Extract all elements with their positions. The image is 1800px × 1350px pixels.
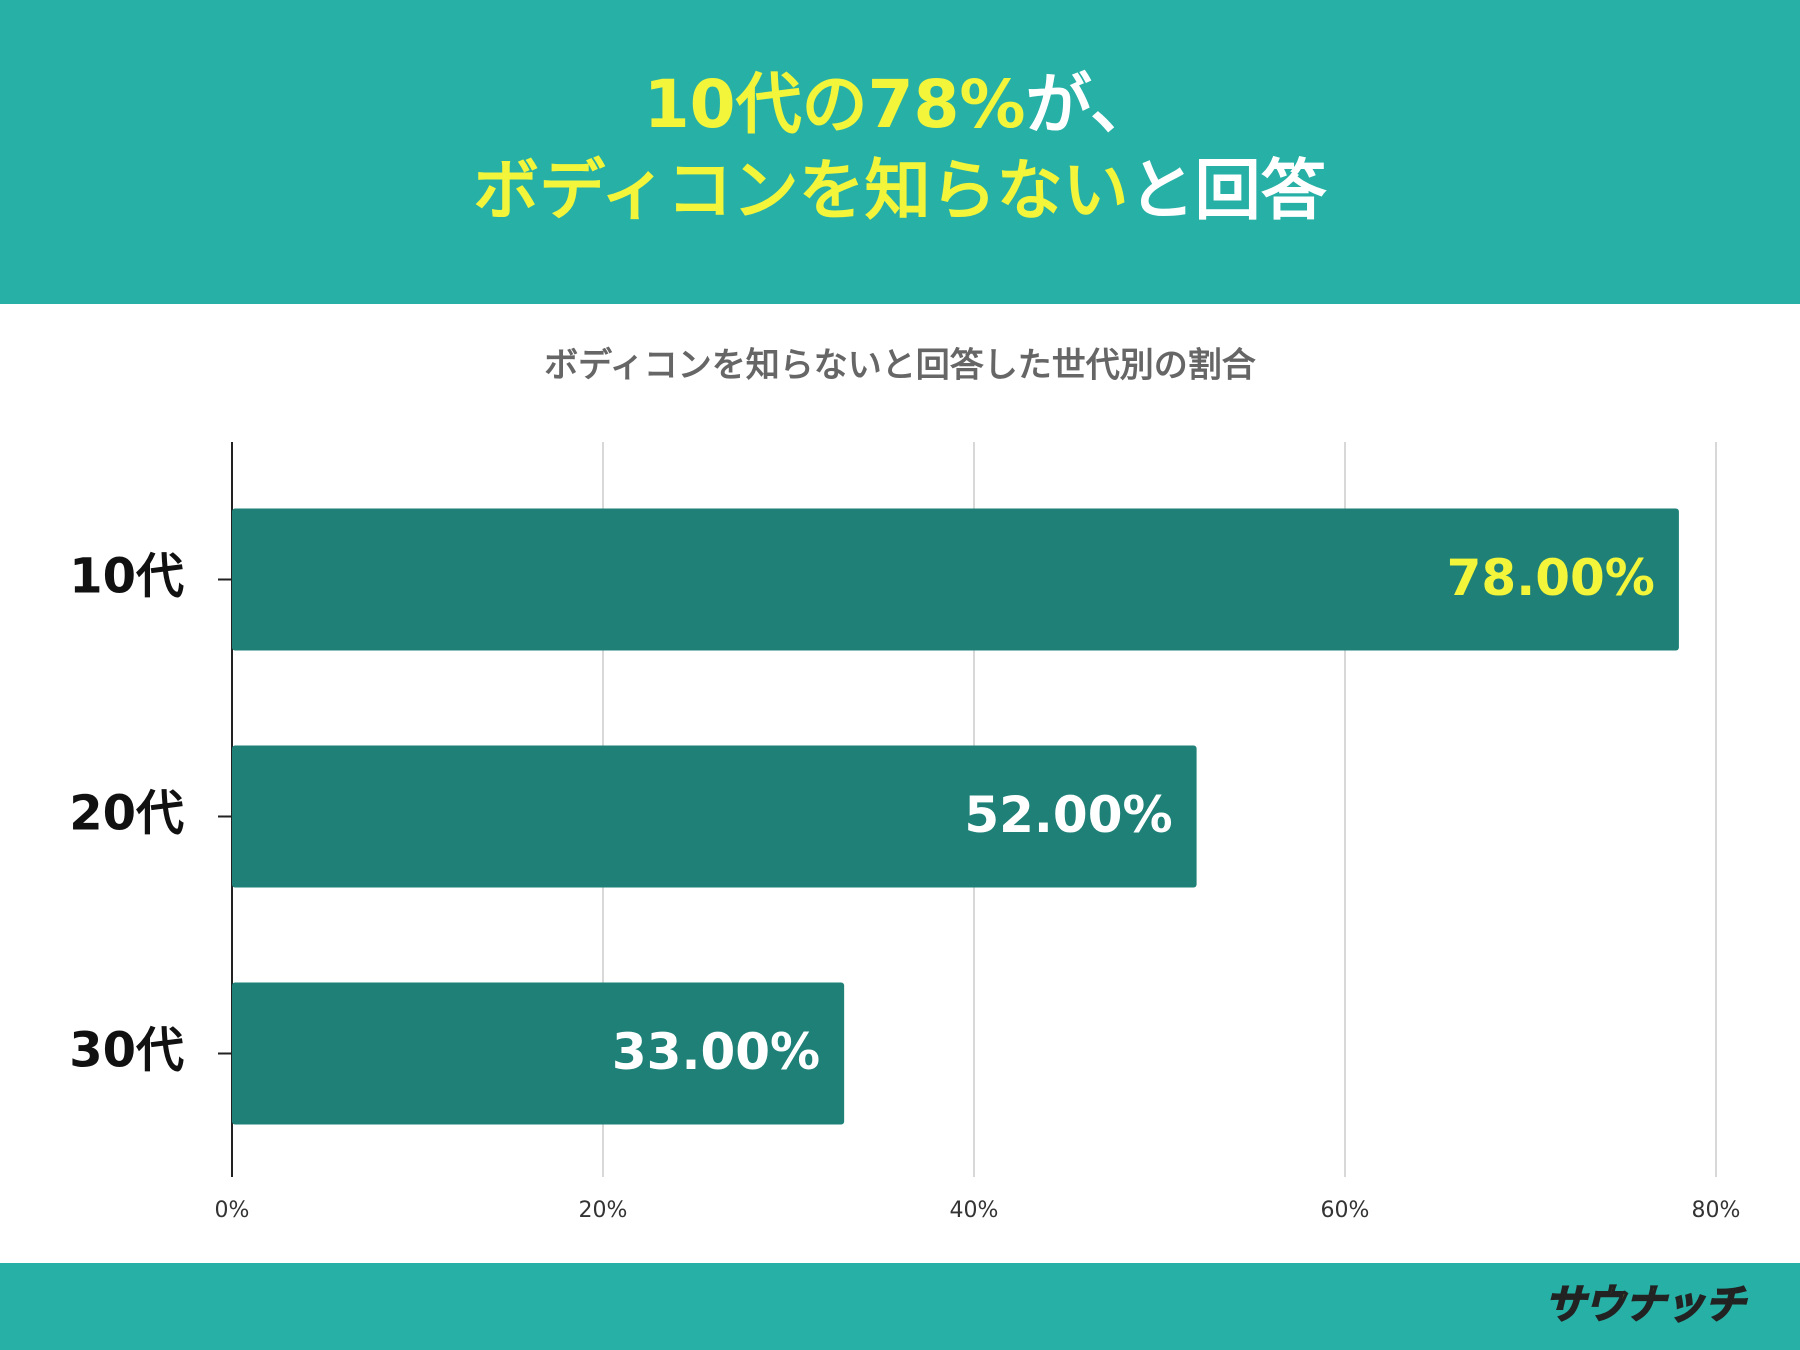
y-tick-label: 30代 [69,1023,184,1079]
x-tick-label: 60% [1321,1198,1370,1223]
headline: ボディコンを知らないと回答 [473,152,1327,229]
logo: サウナッチ [1545,1282,1747,1328]
value-label: 33.00% [612,1023,820,1081]
headline-segment: ボディコンを知らない [473,152,1128,229]
x-tick-label: 80% [1692,1198,1741,1223]
headline-segment: 10代の78% [644,66,1026,143]
bar [232,982,845,1125]
footer-band [0,1263,1800,1350]
x-tick-label: 20% [579,1198,628,1223]
bar [232,745,1197,888]
y-tick-label: 10代 [69,549,184,605]
header-band [0,0,1800,304]
x-tick-label: 40% [950,1198,999,1223]
bar [232,508,1679,651]
headline-segment: が、 [1026,66,1157,143]
y-tick-label: 20代 [69,786,184,842]
value-label: 78.00% [1447,549,1655,607]
value-label: 52.00% [964,786,1172,844]
headline-segment: と回答 [1129,152,1328,229]
headline: 10代の78%が、 [644,66,1157,143]
x-tick-label: 0% [215,1198,250,1223]
chart-title: ボディコンを知らないと回答した世代別の割合 [544,346,1256,386]
